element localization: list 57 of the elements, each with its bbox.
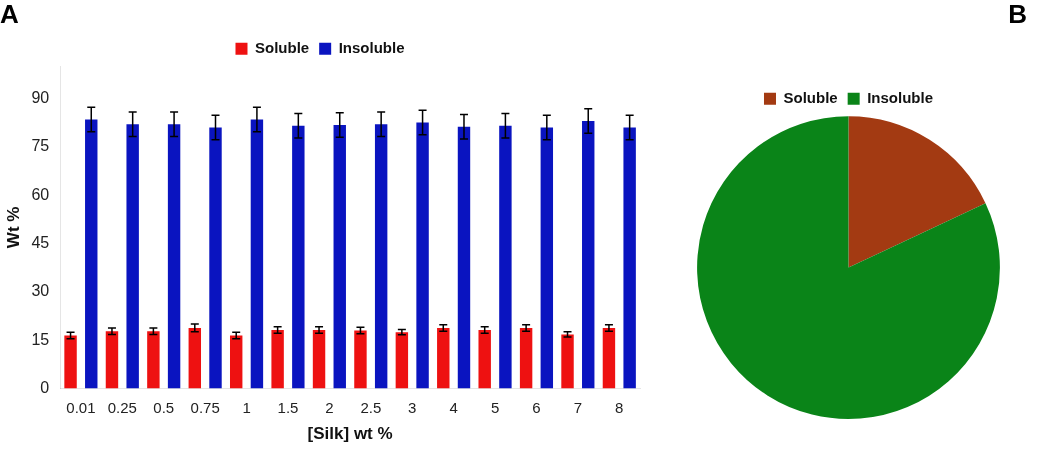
bar	[250, 119, 264, 389]
y-tick-label: 75	[31, 137, 50, 155]
bar	[374, 124, 388, 389]
y-axis-title: Wt %	[3, 206, 23, 249]
y-tick-label: 60	[31, 185, 50, 203]
legend-label: Insoluble	[867, 88, 934, 106]
y-tick-label: 90	[31, 88, 50, 106]
x-axis-title: [Silk] wt %	[307, 424, 393, 444]
bar	[271, 329, 284, 389]
y-tick-label: 15	[31, 330, 50, 348]
bar	[126, 124, 139, 389]
bar	[395, 332, 409, 389]
chart-title: A	[0, 0, 19, 29]
chart-title: B	[1008, 0, 1027, 29]
x-tick-label: 7	[573, 398, 583, 416]
x-tick-label: 1	[242, 398, 251, 416]
y-tick-label: 0	[40, 379, 50, 397]
x-tick-label: 0.01	[66, 398, 96, 416]
x-tick-label: 3	[408, 398, 417, 416]
bar	[499, 125, 512, 389]
bar	[147, 331, 160, 389]
bar	[312, 329, 326, 389]
bar	[167, 124, 181, 389]
bar	[519, 327, 533, 389]
x-tick-label: 4	[449, 398, 458, 416]
bar	[354, 330, 367, 389]
bar	[105, 331, 119, 389]
bar	[209, 127, 222, 389]
x-tick-label: 2.5	[360, 398, 382, 416]
x-tick-label: 5	[490, 398, 500, 416]
bar	[540, 127, 554, 389]
bar	[582, 121, 595, 389]
y-tick-label: 30	[31, 282, 50, 300]
x-tick-label: 1.5	[277, 398, 299, 416]
bar	[292, 125, 305, 389]
legend-label: Soluble	[255, 38, 310, 56]
bar	[416, 122, 429, 389]
x-tick-label: 2	[325, 398, 334, 416]
x-tick-label: 8	[615, 398, 624, 416]
legend-label: Insoluble	[338, 38, 405, 56]
bar	[230, 335, 243, 389]
legend-label: Soluble	[783, 88, 838, 106]
bar	[561, 334, 574, 389]
x-tick-label: 0.25	[107, 398, 137, 416]
x-tick-label: 0.75	[190, 398, 220, 416]
bar	[602, 327, 616, 389]
bar	[64, 335, 77, 389]
bar	[457, 126, 471, 389]
bar	[437, 327, 450, 389]
bar	[623, 127, 636, 389]
bar	[478, 329, 491, 389]
y-tick-label: 45	[31, 233, 50, 251]
bar	[333, 124, 346, 389]
x-tick-label: 0.5	[153, 398, 175, 416]
bar	[188, 327, 202, 389]
bar	[85, 119, 98, 389]
x-tick-label: 6	[532, 398, 541, 416]
